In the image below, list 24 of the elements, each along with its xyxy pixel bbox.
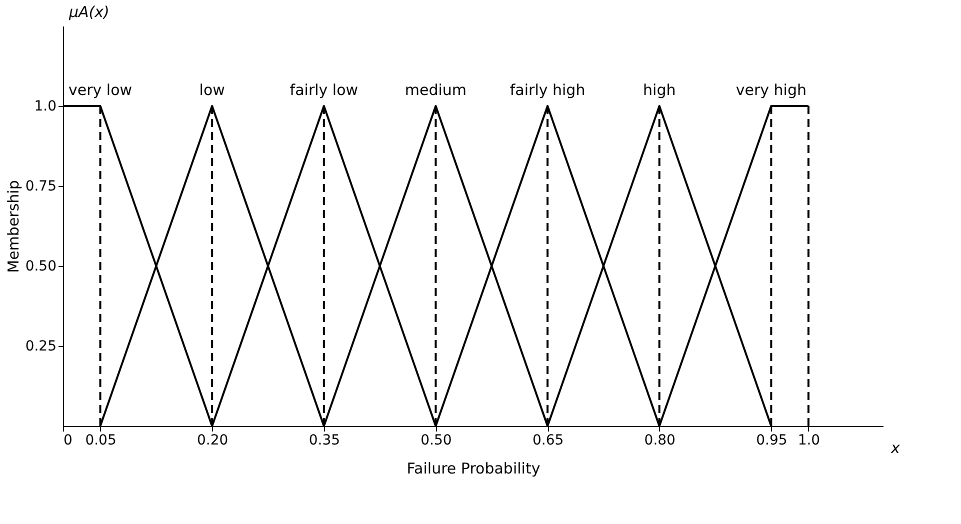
x-tick-label: 0.50 (420, 432, 452, 448)
series-label: fairly high (510, 81, 586, 99)
series-label: very low (68, 81, 132, 99)
x-axis-title: Failure Probability (406, 460, 540, 478)
x-tick-label: 0.20 (197, 432, 228, 448)
y-tick-label: 0.25 (25, 338, 56, 354)
x-tick-label: 0.80 (644, 432, 676, 448)
y-axis-title: Membership (4, 180, 22, 273)
x-tick-label: 0.95 (756, 432, 788, 448)
x-tick-label: 0.05 (85, 432, 116, 448)
x-tick-label: 0.35 (308, 432, 340, 448)
text: μA(x) (68, 3, 110, 21)
y-tick-label: 1.0 (34, 98, 56, 114)
x-tick-label: 0 (64, 432, 72, 448)
y-tick-label: 0.50 (25, 258, 56, 274)
x-tick-label: 0.65 (532, 432, 564, 448)
series-label: fairly low (290, 81, 358, 99)
text: x (890, 439, 900, 457)
y-tick-label: 0.75 (25, 178, 56, 194)
series-label: very high (736, 81, 806, 99)
x-tick-label: 1.0 (798, 432, 820, 448)
series-label: high (643, 81, 676, 99)
series-label: medium (404, 81, 467, 99)
series-label: low (199, 81, 225, 99)
